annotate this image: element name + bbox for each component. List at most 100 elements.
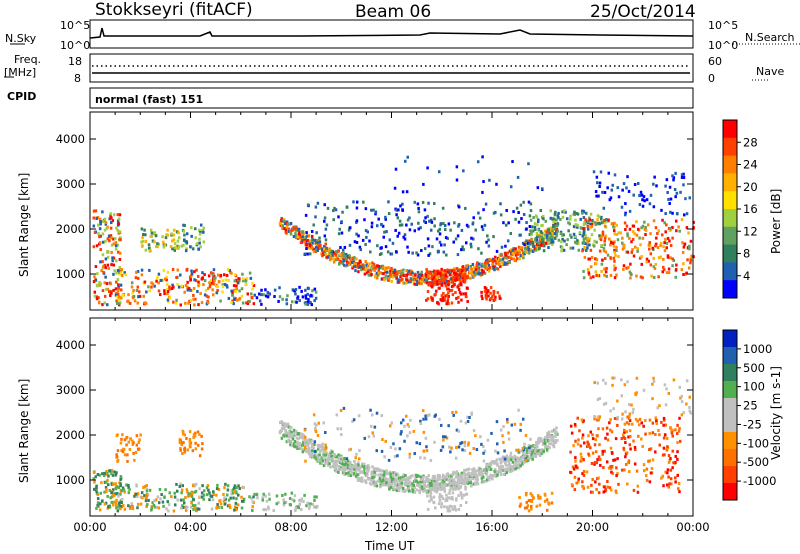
echo-cell — [676, 473, 680, 477]
echo-cell — [603, 449, 606, 453]
echo-cell — [627, 417, 631, 421]
echo-cell — [521, 241, 525, 245]
echo-cell — [551, 232, 555, 236]
echo-cell — [306, 444, 310, 448]
echo-cell — [231, 290, 234, 294]
echo-cell — [395, 208, 398, 212]
echo-cell — [266, 295, 270, 299]
echo-cell — [388, 424, 392, 428]
echo-cell — [456, 269, 460, 273]
echo-cell — [108, 488, 112, 492]
echo-cell — [238, 289, 241, 293]
echo-cell — [248, 495, 251, 499]
echo-cell — [426, 166, 429, 170]
echo-cell — [506, 417, 509, 421]
echo-cell — [234, 501, 238, 505]
echo-cell — [429, 295, 433, 299]
echo-cell — [279, 220, 282, 224]
echo-cell — [467, 441, 470, 445]
echo-cell — [447, 291, 450, 295]
echo-cell — [530, 499, 534, 503]
echo-cell — [501, 434, 504, 438]
echo-cell — [375, 484, 379, 488]
echo-cell — [118, 230, 121, 234]
echo-cell — [433, 475, 436, 479]
echo-cell — [627, 415, 631, 419]
echo-cell — [437, 170, 441, 174]
echo-cell — [480, 225, 484, 229]
echo-cell — [213, 283, 217, 287]
echo-cell — [412, 429, 416, 433]
echo-cell — [317, 455, 320, 459]
echo-cell — [109, 496, 112, 500]
echo-cell — [381, 469, 385, 473]
echo-cell — [93, 290, 97, 294]
echo-cell — [435, 479, 439, 483]
echo-cell — [554, 441, 558, 445]
echo-cell — [109, 282, 112, 286]
echo-cell — [422, 417, 425, 421]
echo-cell — [112, 500, 116, 504]
echo-cell — [373, 470, 376, 474]
echo-cell — [182, 501, 186, 505]
echo-cell — [427, 253, 430, 257]
echo-cell — [393, 455, 397, 459]
echo-cell — [649, 193, 653, 197]
echo-cell — [399, 275, 402, 279]
echo-cell — [419, 485, 422, 489]
echo-cell — [668, 226, 672, 230]
echo-cell — [665, 223, 668, 227]
echo-cell — [452, 413, 455, 417]
echo-cell — [335, 469, 338, 473]
echo-cell — [205, 302, 209, 306]
echo-cell — [405, 223, 408, 227]
echo-cell — [92, 245, 96, 249]
echo-cell — [337, 215, 340, 219]
echo-cell — [677, 481, 681, 485]
echo-cell — [422, 182, 425, 186]
echo-cell — [671, 211, 674, 215]
echo-cell — [610, 470, 613, 474]
echo-cell — [535, 504, 539, 508]
colorbar-tick-label: 4 — [743, 269, 750, 283]
echo-cell — [416, 277, 419, 281]
echo-cell — [233, 484, 237, 488]
echo-cell — [339, 466, 343, 470]
echo-cell — [106, 287, 110, 291]
echo-cell — [175, 489, 179, 493]
echo-cell — [426, 289, 430, 293]
echo-cell — [321, 459, 325, 463]
echo-cell — [164, 236, 168, 240]
echo-cell — [592, 244, 596, 248]
echo-cell — [325, 223, 329, 227]
echo-cell — [640, 193, 644, 197]
echo-cell — [621, 247, 625, 251]
echo-cell — [528, 242, 531, 246]
echo-cell — [102, 265, 105, 269]
echo-cell — [438, 271, 442, 275]
echo-cell — [343, 473, 346, 477]
echo-cell — [114, 247, 118, 251]
echo-cell — [305, 439, 308, 443]
echo-cell — [419, 419, 422, 423]
echo-cell — [209, 279, 213, 283]
echo-cell — [399, 432, 403, 436]
echo-cell — [290, 228, 294, 232]
echo-cell — [598, 234, 601, 238]
echo-cell — [646, 223, 650, 227]
echo-cell — [324, 253, 328, 257]
echo-cell — [216, 289, 219, 293]
echo-cell — [522, 200, 525, 204]
echo-cell — [516, 456, 519, 460]
echo-cell — [324, 431, 327, 435]
echo-cell — [304, 443, 307, 447]
echo-cell — [530, 453, 533, 457]
echo-cell — [342, 254, 345, 258]
echo-cell — [384, 270, 387, 274]
echo-cell — [402, 274, 406, 278]
echo-cell — [428, 252, 432, 256]
echo-cell — [536, 223, 539, 227]
colorbar-segment — [723, 280, 737, 299]
echo-cell — [629, 262, 632, 266]
echo-cell — [303, 428, 307, 432]
